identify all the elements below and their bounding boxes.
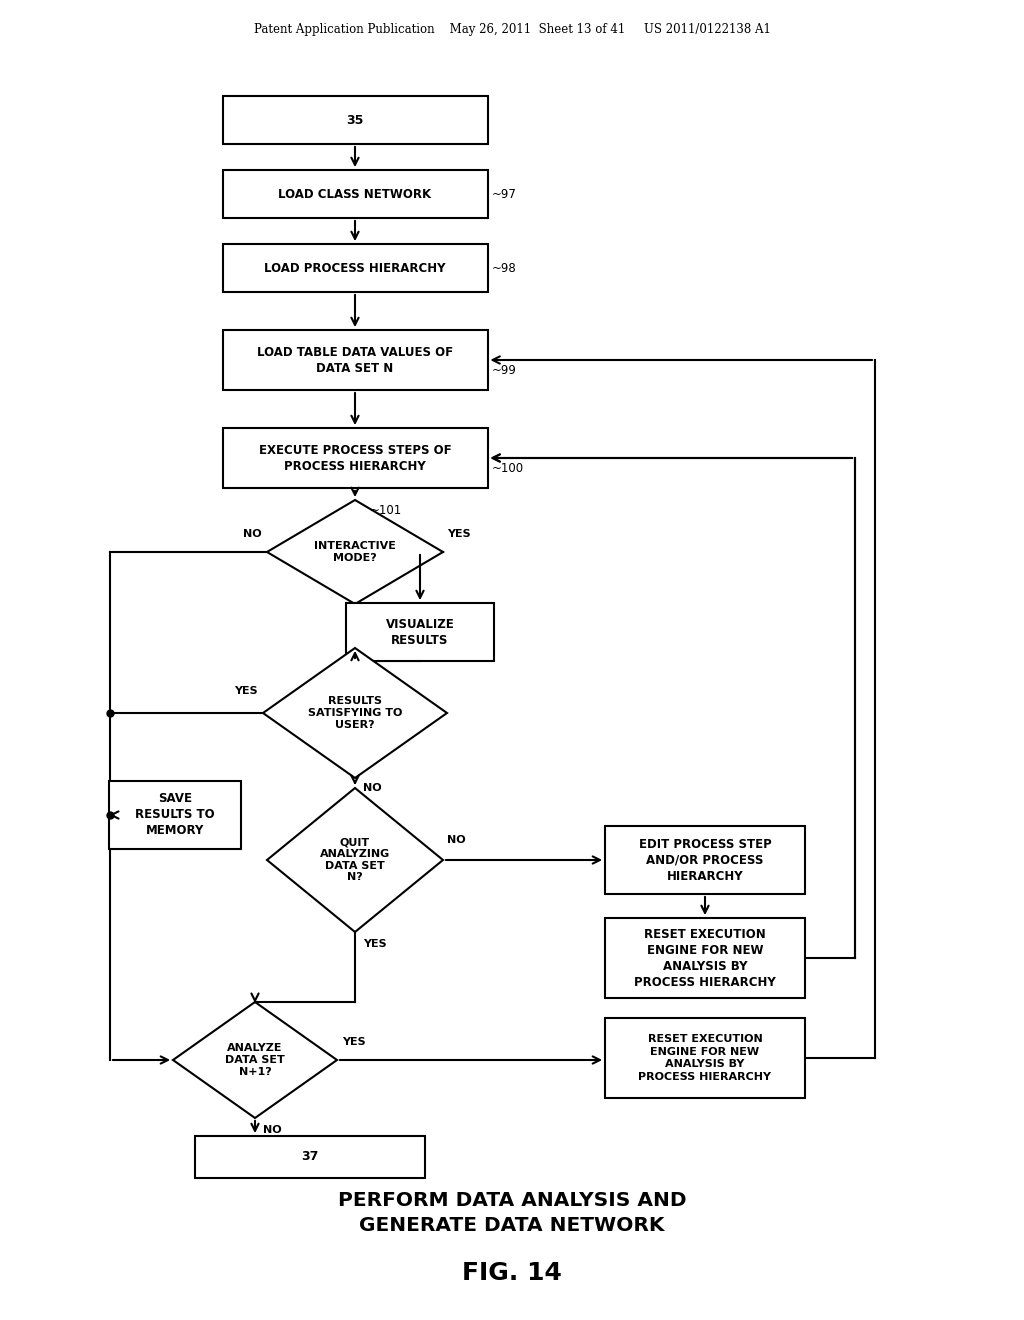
Text: NO: NO [447,836,466,845]
Bar [605,917,805,998]
Text: LOAD TABLE DATA VALUES OF
DATA SET N: LOAD TABLE DATA VALUES OF DATA SET N [257,346,453,375]
Text: YES: YES [234,686,258,696]
Text: EXECUTE PROCESS STEPS OF
PROCESS HIERARCHY: EXECUTE PROCESS STEPS OF PROCESS HIERARC… [259,444,452,473]
Text: NO: NO [263,1125,282,1135]
Text: FIG. 14: FIG. 14 [462,1261,562,1284]
Text: ~100: ~100 [492,462,523,474]
Text: LOAD PROCESS HIERARCHY: LOAD PROCESS HIERARCHY [264,261,445,275]
Text: EDIT PROCESS STEP
AND/OR PROCESS
HIERARCHY: EDIT PROCESS STEP AND/OR PROCESS HIERARC… [639,837,771,883]
Text: YES: YES [342,1038,366,1047]
Text: ANALYZE
DATA SET
N+1?: ANALYZE DATA SET N+1? [225,1043,285,1077]
Text: RESET EXECUTION
ENGINE FOR NEW
ANALYSIS BY
PROCESS HIERARCHY: RESET EXECUTION ENGINE FOR NEW ANALYSIS … [639,1035,771,1081]
Bar [109,781,241,849]
Text: ~98: ~98 [492,261,516,275]
Bar [222,170,487,218]
Text: SAVE
RESULTS TO
MEMORY: SAVE RESULTS TO MEMORY [135,792,215,837]
Text: YES: YES [362,939,387,949]
Polygon shape [263,648,447,777]
Text: LOAD CLASS NETWORK: LOAD CLASS NETWORK [279,187,431,201]
Text: Patent Application Publication    May 26, 2011  Sheet 13 of 41     US 2011/01221: Patent Application Publication May 26, 2… [254,24,770,37]
Polygon shape [173,1002,337,1118]
Polygon shape [267,788,443,932]
Text: INTERACTIVE
MODE?: INTERACTIVE MODE? [314,541,396,562]
Bar [222,330,487,389]
Polygon shape [267,500,443,605]
Text: NO: NO [362,783,382,793]
Bar [605,1018,805,1098]
Text: RESULTS
SATISFYING TO
USER?: RESULTS SATISFYING TO USER? [308,697,402,730]
Text: QUIT
ANALYZING
DATA SET
N?: QUIT ANALYZING DATA SET N? [319,838,390,882]
Bar [346,603,494,661]
Text: PERFORM DATA ANALYSIS AND
GENERATE DATA NETWORK: PERFORM DATA ANALYSIS AND GENERATE DATA … [338,1192,686,1234]
Text: ~101: ~101 [370,504,402,517]
Bar [222,244,487,292]
Bar [222,96,487,144]
Bar [195,1137,425,1177]
Text: ~99: ~99 [492,363,516,376]
Text: 35: 35 [346,114,364,127]
Text: ~97: ~97 [492,187,516,201]
Bar [222,428,487,488]
Text: RESET EXECUTION
ENGINE FOR NEW
ANALYSIS BY
PROCESS HIERARCHY: RESET EXECUTION ENGINE FOR NEW ANALYSIS … [634,928,776,989]
Text: YES: YES [447,529,471,539]
Text: NO: NO [244,529,262,539]
Text: 37: 37 [301,1151,318,1163]
Bar [605,826,805,894]
Text: VISUALIZE
RESULTS: VISUALIZE RESULTS [386,618,455,647]
